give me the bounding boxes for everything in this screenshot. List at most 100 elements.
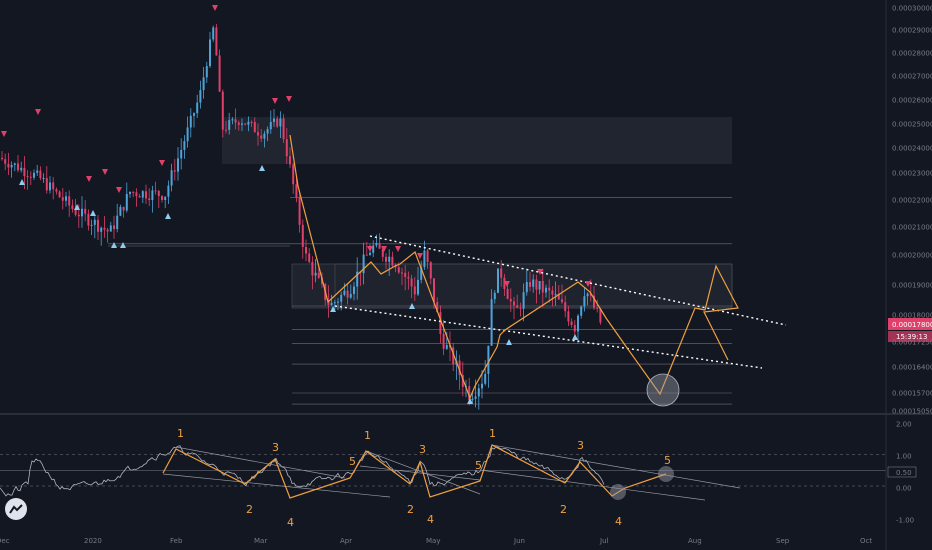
candle-body (279, 118, 282, 127)
candle-body (516, 305, 519, 308)
candle-body (522, 292, 525, 309)
candle-body (356, 271, 359, 287)
range-zone (292, 264, 732, 308)
candle-body (135, 192, 138, 197)
candle-body (74, 209, 77, 215)
candle-body (401, 272, 403, 274)
price-axis-label: 0.00020000 (892, 252, 932, 260)
candle-body (138, 196, 141, 198)
candle-body (189, 115, 192, 128)
candle-body (269, 121, 272, 130)
osc-trendline (175, 446, 346, 479)
time-axis-label: Aug (688, 537, 702, 545)
candle-body (13, 163, 16, 165)
time-axis-label: Jun (513, 537, 525, 545)
candle-body (39, 170, 42, 179)
candle-body (17, 163, 19, 171)
wave-label-4: 4 (287, 516, 294, 529)
candle-body (452, 347, 455, 365)
candle-body (586, 293, 589, 297)
candle-body (1, 158, 3, 160)
candle-body (388, 256, 391, 262)
candle-body (429, 262, 432, 279)
candle-body (535, 279, 538, 290)
candle-body (340, 294, 343, 302)
wave-label-5: 5 (475, 459, 482, 472)
candle-body (183, 141, 186, 150)
candle-body (221, 91, 224, 130)
candle-body (170, 170, 173, 186)
candle-body (263, 133, 266, 139)
fractal-high-marker (585, 281, 591, 287)
candle-body (20, 167, 23, 171)
candle-body (397, 267, 400, 273)
fractal-high-marker (1, 131, 7, 137)
fractal-high-marker (159, 160, 165, 166)
candle-body (282, 118, 285, 140)
candle-body (180, 149, 183, 159)
candle-body (365, 254, 368, 256)
candle-body (218, 55, 221, 92)
candle-body (141, 191, 144, 198)
time-axis-label: 2020 (84, 537, 102, 545)
candle-body (276, 118, 279, 127)
candle-body (161, 196, 163, 200)
time-axis-label: Apr (340, 537, 352, 545)
price-axis-label: 0.00022000 (892, 197, 932, 205)
candle-body (381, 248, 384, 257)
price-axis-label: 0.00026000 (892, 97, 932, 105)
candle-body (378, 242, 381, 249)
candle-body (477, 388, 480, 397)
candle-body (151, 190, 154, 201)
osc-trendline (162, 473, 391, 498)
candle-body (497, 268, 499, 293)
price-axis-label: 0.00015050 (892, 408, 932, 416)
candle-body (26, 176, 29, 178)
candle-body (103, 227, 106, 230)
candle-body (333, 302, 336, 304)
candle-body (29, 176, 32, 178)
time-axis-label: May (426, 537, 440, 545)
candle-body (468, 386, 471, 401)
fractal-low-marker (19, 179, 25, 185)
fractal-high-marker (286, 96, 292, 102)
wave-path (162, 444, 667, 499)
time-axis-label: Oct (860, 537, 872, 545)
candle-body (225, 129, 227, 131)
candle-body (68, 196, 71, 206)
osc-circle-5 (658, 466, 674, 482)
candle-body (52, 182, 55, 190)
candle-body (196, 102, 199, 114)
wave-label-4: 4 (427, 513, 434, 526)
candle-body (113, 225, 115, 230)
candle-body (407, 276, 410, 279)
candle-body (292, 164, 295, 185)
candle-body (593, 295, 595, 308)
wave-label-3: 3 (419, 443, 426, 456)
time-axis-label: Sep (776, 537, 790, 545)
candle-body (471, 398, 474, 401)
wave-label-3: 3 (577, 439, 584, 452)
wave-label-4: 4 (615, 515, 622, 528)
candle-body (205, 66, 208, 78)
candle-body (202, 77, 205, 91)
candle-body (557, 294, 560, 300)
fractal-low-marker (74, 204, 80, 210)
target-circle (646, 373, 680, 407)
candle-body (106, 229, 109, 232)
fractal-high-marker (116, 187, 122, 193)
candle-body (564, 302, 567, 312)
price-axis-label: 0.00030000 (892, 5, 932, 13)
tradingview-logo-icon[interactable] (5, 498, 27, 520)
price-axis-label: 0.00017250 (892, 339, 932, 347)
candle-body (237, 122, 240, 125)
price-axis-label: 0.00016400 (892, 364, 932, 372)
osc-trendline (491, 444, 741, 489)
fractal-high-marker (381, 246, 387, 252)
candle-body (148, 198, 151, 201)
osc-axis-label: 1.00 (896, 453, 912, 461)
candle-body (311, 261, 314, 276)
candle-body (481, 383, 483, 389)
candle-body (132, 191, 135, 193)
